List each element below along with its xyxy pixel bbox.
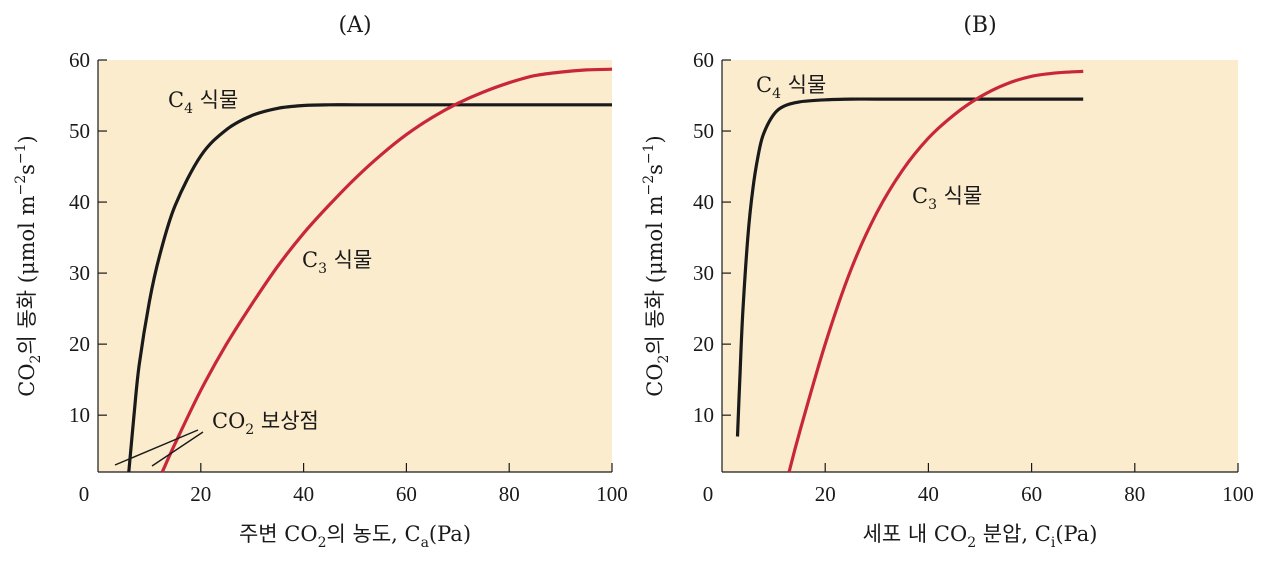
panel-a-c4-line <box>127 103 613 473</box>
panel-a-ytick-label: 60 <box>69 48 90 72</box>
panel-a-xtick-label: 80 <box>499 482 520 506</box>
panel-b-xtick-label: 40 <box>918 482 939 506</box>
panel-b-ytick-label: 20 <box>693 332 714 356</box>
panel-a-comp-pointer-c4 <box>114 429 199 466</box>
panel-a-plot-background <box>98 60 612 472</box>
panel-a-compensation-label: CO2 보상점 <box>212 409 319 438</box>
panel-b-c4-label: C4 식물 <box>756 73 826 102</box>
panel-a-c3-line <box>160 67 613 473</box>
panel-a-c3-label: C3 식물 <box>302 248 372 277</box>
panel-b-y-axis-label: CO2의 동화 (μmol m−2s−1) <box>641 135 672 397</box>
panel-a: (A) 10 20 30 40 50 60 0 20 40 60 80 100 C4 식물 C3 식물… <box>13 13 628 551</box>
panel-b-plot-background <box>722 60 1238 472</box>
panel-a-title: (A) <box>338 13 371 38</box>
panel-a-comp-pointer-c3 <box>151 431 204 467</box>
panel-b-ticks: 10 20 30 40 50 60 0 20 40 60 80 100 <box>693 48 1254 506</box>
panel-a-ytick-label: 10 <box>69 403 90 427</box>
panel-b-c3-line <box>787 69 1084 473</box>
panel-a-xtick-label: 0 <box>79 482 90 506</box>
panel-a-ytick-label: 50 <box>69 119 90 143</box>
panel-a-xtick-label: 40 <box>293 482 314 506</box>
panel-a-ytick-label: 40 <box>69 190 90 214</box>
panel-b-xtick-label: 0 <box>703 482 714 506</box>
panel-a-ticks: 10 20 30 40 50 60 0 20 40 60 80 100 <box>69 48 628 506</box>
panel-b-c4-line <box>735 97 1084 437</box>
panel-a-xtick-label: 20 <box>190 482 211 506</box>
panel-a-c4-label: C4 식물 <box>168 88 238 117</box>
panel-a-ytick-label: 20 <box>69 332 90 356</box>
panel-b-ytick-label: 30 <box>693 261 714 285</box>
panel-b-ytick-label: 50 <box>693 119 714 143</box>
panel-a-ytick-label: 30 <box>69 261 90 285</box>
panel-b-c3-label: C3 식물 <box>912 184 982 213</box>
panel-b-ytick-label: 40 <box>693 190 714 214</box>
panel-b-xtick-label: 80 <box>1124 482 1145 506</box>
panel-a-xtick-label: 100 <box>596 482 628 506</box>
panel-b-ytick-label: 10 <box>693 403 714 427</box>
panel-b-xtick-label: 100 <box>1222 482 1254 506</box>
panel-b-title: (B) <box>963 13 996 38</box>
panel-b: (B) 10 20 30 40 50 60 0 20 40 60 80 100 C4 식물 C3 식물… <box>641 13 1254 551</box>
panel-a-y-axis-label: CO2의 동화 (μmol m−2s−1) <box>13 135 44 397</box>
panel-a-xtick-label: 60 <box>396 482 417 506</box>
panel-b-xtick-label: 20 <box>815 482 836 506</box>
panel-b-ytick-label: 60 <box>693 48 714 72</box>
panel-a-x-axis-label: 주변 CO2의 농도, Ca(Pa) <box>239 522 471 551</box>
panel-b-x-axis-label: 세포 내 CO2 분압, Ci(Pa) <box>863 522 1098 551</box>
panel-b-xtick-label: 60 <box>1021 482 1042 506</box>
